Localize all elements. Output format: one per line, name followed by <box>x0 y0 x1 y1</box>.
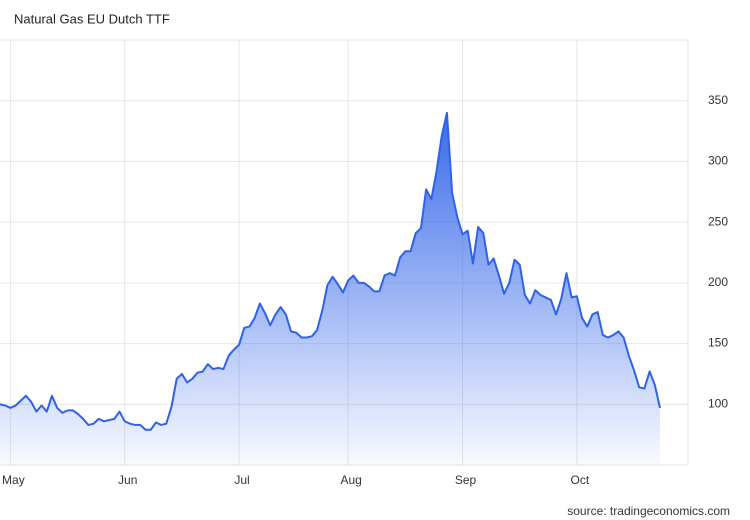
x-tick-label: Sep <box>455 473 477 487</box>
y-tick-label: 250 <box>708 214 728 228</box>
y-tick-label: 150 <box>708 336 728 350</box>
source-note: source: tradingeconomics.com <box>567 504 730 518</box>
area-fill <box>0 112 660 466</box>
x-tick-label: Aug <box>341 473 362 487</box>
x-tick-label: Jul <box>234 473 249 487</box>
y-tick-label: 200 <box>708 275 728 289</box>
x-tick-label: Jun <box>118 473 137 487</box>
x-tick-label: May <box>2 473 25 487</box>
x-tick-label: Oct <box>571 473 590 487</box>
y-tick-label: 350 <box>708 93 728 107</box>
price-line <box>0 111 661 431</box>
y-tick-label: 300 <box>708 154 728 168</box>
y-tick-label: 100 <box>708 396 728 410</box>
chart-title: Natural Gas EU Dutch TTF <box>14 11 170 26</box>
